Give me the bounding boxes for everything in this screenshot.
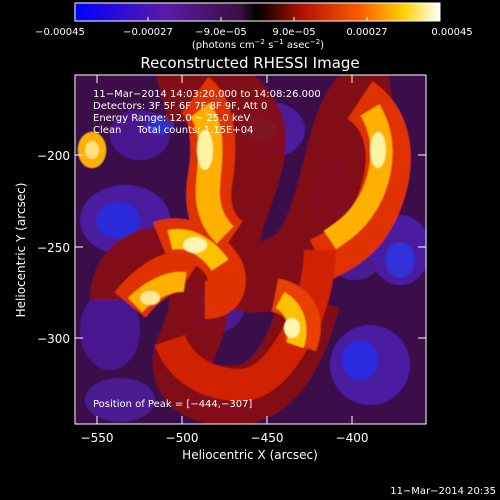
info-time-range: 11−Mar−2014 14:03:20.000 to 14:08:26.000 [93, 89, 321, 100]
unit-end: asec [284, 40, 310, 51]
colorbar-tick-label: 0.00045 [431, 27, 472, 38]
x-tick-label: −500 [166, 431, 199, 445]
rhessi-image [75, 75, 426, 424]
y-tick-label: −300 [37, 332, 70, 346]
colorbar-tick-labels: −0.00045 −0.00027 −9.0e−05 9.0e−05 0.000… [35, 27, 473, 38]
timestamp: 11−Mar−2014 20:35 [390, 486, 496, 497]
y-tick-label: −250 [37, 241, 70, 255]
colorbar-unit-label: (photons cm−2 s−1 asec−2) [192, 38, 324, 51]
x-tick-label: −400 [336, 431, 369, 445]
colorbar-ticks [74, 17, 441, 21]
x-tick-label: −550 [81, 431, 114, 445]
x-tick-labels: −550 −500 −450 −400 [81, 431, 369, 445]
info-overlay: 11−Mar−2014 14:03:20.000 to 14:08:26.000… [93, 89, 321, 136]
unit-close: ) [320, 40, 324, 51]
y-axis-ticks [75, 154, 426, 339]
unit-sup: −1 [273, 38, 283, 46]
peak-position: Position of Peak = [−444,−307] [93, 399, 252, 410]
unit-sup: −2 [255, 38, 265, 46]
unit-main: (photons cm [192, 40, 255, 51]
colorbar-tick-label: 0.00027 [346, 27, 387, 38]
colorbar-tick-label: −9.0e−05 [195, 27, 247, 38]
info-detectors: Detectors: 3F 5F 6F 7F 8F 9F, Att 0 [93, 101, 267, 112]
plot-frame [74, 74, 427, 425]
info-energy-range: Energy Range: 12.0 − 25.0 keV [93, 113, 250, 124]
colorbar [74, 2, 441, 22]
plot-title: Reconstructed RHESSI Image [140, 54, 359, 72]
y-axis-label: Heliocentric Y (arcsec) [14, 183, 28, 318]
y-tick-labels: −200 −250 −300 [37, 149, 70, 346]
colorbar-tick-label: 9.0e−05 [272, 27, 315, 38]
info-clean: Clean Total counts: 1.15E+04 [93, 125, 253, 136]
x-axis-ticks [96, 75, 353, 424]
unit-mid: s [265, 40, 273, 51]
y-tick-label: −200 [37, 149, 70, 163]
colorbar-tick-label: −0.00027 [123, 27, 173, 38]
unit-sup: −2 [310, 38, 320, 46]
x-axis-label: Heliocentric X (arcsec) [182, 448, 318, 462]
x-tick-label: −450 [251, 431, 284, 445]
colorbar-tick-label: −0.00045 [35, 27, 85, 38]
